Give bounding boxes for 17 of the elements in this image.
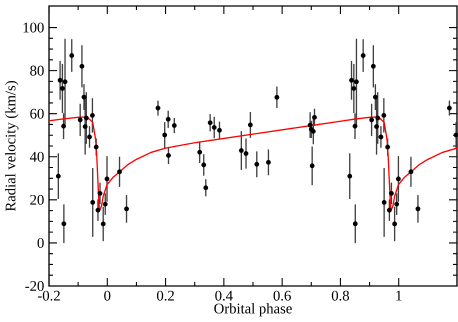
x-tick-label: 0.2 bbox=[156, 290, 174, 301]
y-tick-label: 40 bbox=[30, 152, 44, 162]
y-tick-label: -20 bbox=[25, 281, 44, 291]
y-tick-label: 20 bbox=[30, 194, 44, 205]
x-axis-title: Orbital phase bbox=[214, 303, 292, 316]
x-tick-label: 1 bbox=[396, 290, 402, 300]
y-tick-label: 60 bbox=[30, 108, 44, 119]
x-tick-label: 0.8 bbox=[332, 290, 350, 301]
y-axis-title: Radial velocity (km/s) bbox=[5, 81, 18, 212]
line-series bbox=[49, 116, 457, 212]
x-tick-label: -0.2 bbox=[38, 290, 60, 301]
y-tick-label: 80 bbox=[30, 66, 44, 76]
x-tick-label: 0 bbox=[104, 290, 110, 301]
y-tick-label: 0 bbox=[38, 238, 44, 248]
y-tick-label: 100 bbox=[24, 22, 44, 32]
x-tick-label: 0.6 bbox=[274, 290, 291, 301]
x-tick-label: 0.4 bbox=[215, 290, 233, 301]
